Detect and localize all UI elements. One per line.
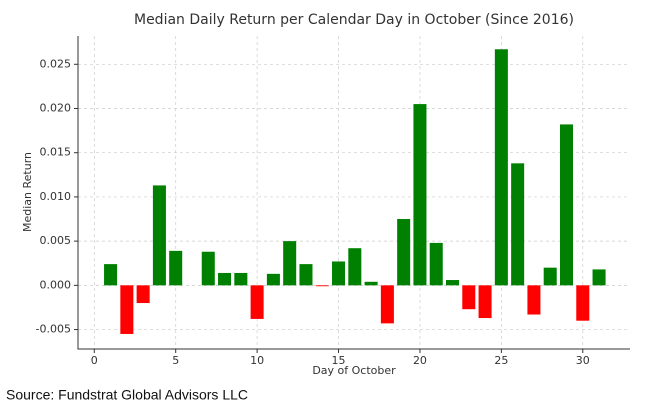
y-axis-label: Median Return [21,152,34,232]
x-tick-label: 20 [413,354,427,367]
y-tick-label: 0.020 [40,102,72,115]
bar [397,219,411,286]
bar [462,285,476,310]
bar [576,285,590,321]
bar [266,273,280,286]
bar [592,269,606,286]
bar [494,49,508,286]
x-tick-label: 0 [91,354,98,367]
x-tick-label: 15 [332,354,346,367]
source-note: Source: Fundstrat Global Advisors LLC [6,387,248,403]
bar [218,272,232,286]
bar [348,248,362,286]
y-tick-label: 0.005 [40,234,72,247]
y-tick-label: 0.025 [40,57,72,70]
chart-title: Median Daily Return per Calendar Day in … [134,12,574,28]
y-tick-label: 0.015 [40,146,72,159]
x-tick-label: 25 [494,354,508,367]
bar [527,285,541,315]
bar [136,285,150,304]
x-tick-label: 30 [576,354,590,367]
bar [413,104,427,286]
bar [478,285,492,319]
bar [299,264,313,286]
y-tick-label: 0.010 [40,190,72,203]
x-axis-label: Day of October [312,364,396,377]
bar [169,250,183,286]
y-tick-label: 0.000 [40,278,72,291]
x-tick-label: 10 [250,354,264,367]
bar [429,242,443,286]
bar [511,163,525,286]
bar [543,267,557,286]
bar [364,281,378,286]
bar [332,261,346,286]
x-tick-label: 5 [172,354,179,367]
bar [104,264,118,286]
bar [283,241,297,286]
bar [120,285,134,334]
bar [559,124,574,286]
bar [201,251,215,286]
bar [234,272,248,286]
bar [315,285,329,287]
bar [152,185,166,286]
y-tick-label: -0.005 [36,323,71,336]
axes-frame [77,36,630,350]
bar [250,285,264,319]
bar [446,280,460,286]
bar [380,285,394,324]
